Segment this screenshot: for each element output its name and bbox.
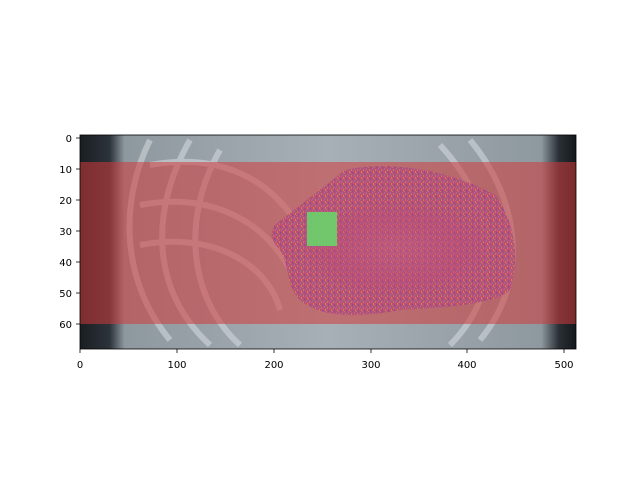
ct-image (80, 135, 576, 349)
y-tick-label: 50 (59, 289, 72, 300)
y-tick-label: 40 (59, 258, 72, 269)
x-tick-label: 200 (264, 360, 283, 371)
x-tick-label: 300 (361, 360, 380, 371)
y-axis: 0 10 20 30 40 50 60 (59, 134, 80, 331)
y-tick-label: 20 (59, 196, 72, 207)
y-tick-label: 30 (59, 227, 72, 238)
x-tick-label: 0 (77, 360, 83, 371)
axes-frame (79, 134, 577, 350)
y-tick-label: 10 (59, 165, 72, 176)
x-tick-label: 400 (457, 360, 476, 371)
y-tick-label: 60 (59, 320, 72, 331)
x-tick-label: 100 (167, 360, 186, 371)
x-axis: 0 100 200 300 400 500 (77, 349, 574, 371)
green-bounding-box (307, 212, 337, 246)
x-tick-label: 500 (554, 360, 573, 371)
y-tick-label: 0 (66, 134, 72, 145)
